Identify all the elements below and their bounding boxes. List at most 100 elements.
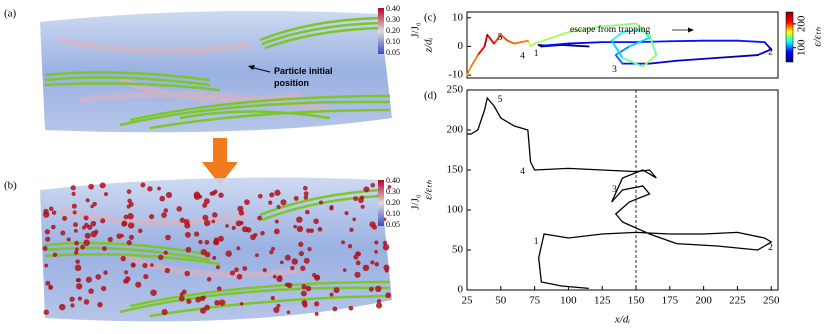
particle bbox=[211, 219, 216, 224]
y-tick-label: 250 bbox=[447, 84, 464, 96]
particle bbox=[73, 228, 78, 233]
particle bbox=[333, 287, 340, 294]
particle bbox=[375, 302, 383, 309]
particle bbox=[184, 231, 191, 238]
particle bbox=[231, 225, 236, 230]
particle bbox=[317, 226, 323, 232]
particle bbox=[260, 230, 265, 236]
particle bbox=[276, 303, 281, 308]
y-tick-label: 100 bbox=[447, 204, 464, 216]
colorbar-tick-label: 0.20 bbox=[386, 198, 400, 207]
colorbar-label: ε/εₜₕ bbox=[812, 27, 824, 47]
particle bbox=[163, 250, 168, 255]
particle bbox=[50, 224, 56, 230]
colorbar bbox=[785, 11, 794, 63]
particle bbox=[201, 295, 206, 300]
particle bbox=[165, 234, 171, 241]
x-tick-label: 200 bbox=[695, 295, 712, 307]
particle bbox=[120, 233, 124, 238]
colorbar bbox=[378, 8, 384, 54]
particle bbox=[284, 254, 291, 261]
particle bbox=[212, 255, 217, 260]
particle bbox=[83, 239, 90, 246]
point-label: 2 bbox=[768, 243, 773, 253]
particle bbox=[332, 306, 338, 312]
trajectory-segment bbox=[567, 41, 604, 45]
point-label: 3 bbox=[612, 65, 617, 75]
particle bbox=[301, 299, 308, 306]
particle bbox=[42, 211, 50, 218]
plot-frame bbox=[466, 11, 779, 79]
particle bbox=[123, 214, 129, 220]
particle bbox=[62, 215, 68, 221]
particle bbox=[369, 221, 376, 228]
particle bbox=[242, 265, 248, 271]
particle bbox=[374, 240, 379, 245]
particle bbox=[360, 204, 365, 209]
particle bbox=[286, 282, 293, 289]
particle bbox=[69, 296, 75, 302]
particle bbox=[355, 260, 361, 266]
particle bbox=[280, 199, 287, 206]
particle bbox=[306, 228, 311, 233]
render-b bbox=[40, 177, 392, 322]
colorbar-tick-label: 100 bbox=[796, 39, 808, 56]
colorbar-tick-label: 0.40 bbox=[386, 4, 400, 13]
particle bbox=[229, 270, 236, 276]
particle bbox=[186, 298, 192, 304]
particle bbox=[126, 189, 132, 194]
trajectory-segment bbox=[610, 39, 624, 59]
energy-line bbox=[467, 96, 773, 290]
particle bbox=[257, 215, 263, 221]
particle bbox=[77, 296, 83, 301]
particle bbox=[83, 299, 90, 305]
trajectory-segment bbox=[526, 39, 532, 48]
x-axis-label: x/dᵢ bbox=[614, 314, 630, 326]
particle bbox=[88, 183, 95, 190]
particle bbox=[382, 243, 390, 251]
particle bbox=[236, 273, 243, 280]
colorbar-tick-label: 0.05 bbox=[386, 220, 400, 229]
particle bbox=[71, 203, 77, 209]
particle bbox=[375, 285, 382, 293]
particle bbox=[202, 214, 209, 221]
trajectory-segment bbox=[763, 41, 773, 51]
colorbar-tick-label: 0.30 bbox=[386, 187, 400, 196]
y-tick-label: 10 bbox=[452, 11, 464, 23]
x-tick-label: 25 bbox=[462, 295, 474, 307]
particle bbox=[161, 212, 167, 219]
trajectory-segment bbox=[513, 39, 529, 45]
particle bbox=[70, 303, 75, 308]
annotation-line: position bbox=[274, 78, 309, 88]
particle bbox=[75, 283, 83, 290]
colorbar-label: J/J₀ bbox=[410, 194, 422, 210]
particle bbox=[71, 191, 76, 196]
colorbar-tick-label: 0.10 bbox=[386, 37, 400, 46]
colorbar-tick-label: 200 bbox=[796, 15, 808, 32]
particle bbox=[159, 195, 166, 202]
particle bbox=[137, 228, 143, 234]
colorbar bbox=[378, 180, 384, 226]
particle bbox=[147, 186, 153, 192]
trajectory-segment bbox=[476, 45, 486, 56]
particle bbox=[43, 309, 50, 315]
particle bbox=[72, 210, 77, 215]
particle bbox=[374, 261, 380, 267]
particle bbox=[362, 264, 370, 272]
point-label: 4 bbox=[520, 52, 525, 62]
particle bbox=[352, 217, 357, 222]
particle bbox=[309, 228, 314, 234]
particle bbox=[329, 292, 334, 297]
particle bbox=[270, 295, 275, 301]
particle bbox=[120, 255, 126, 262]
trajectory-segment bbox=[648, 59, 678, 65]
particle bbox=[257, 193, 263, 199]
particle bbox=[135, 281, 142, 288]
trajectory-segment bbox=[470, 54, 479, 68]
particle bbox=[239, 220, 244, 225]
particle bbox=[181, 289, 187, 295]
particle bbox=[347, 244, 353, 249]
trajectory-segment bbox=[493, 34, 502, 45]
particle bbox=[60, 230, 66, 236]
trajectory-segment bbox=[466, 65, 472, 77]
